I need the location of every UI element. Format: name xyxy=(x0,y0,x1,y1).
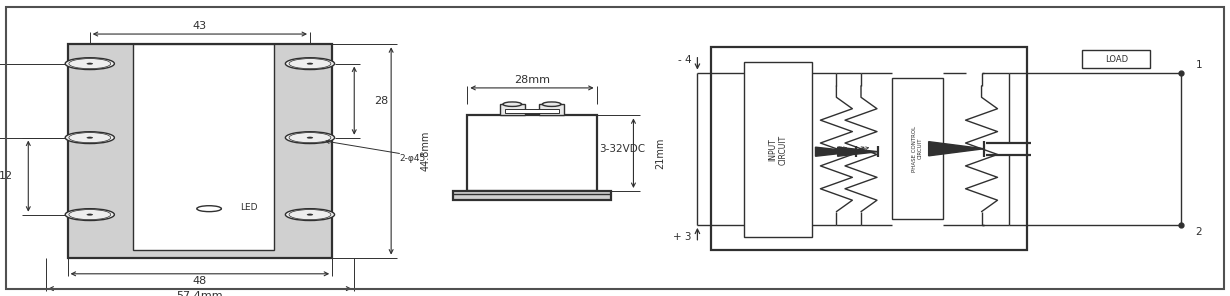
Circle shape xyxy=(285,58,335,70)
Text: 48: 48 xyxy=(193,276,207,286)
Text: 43: 43 xyxy=(193,21,207,31)
Text: 1: 1 xyxy=(1196,60,1202,70)
Text: 21mm: 21mm xyxy=(656,138,665,169)
Text: 3-32VDC: 3-32VDC xyxy=(599,144,646,154)
Text: 12: 12 xyxy=(0,171,14,181)
Circle shape xyxy=(285,209,335,221)
Text: + 3: + 3 xyxy=(673,232,691,242)
FancyBboxPatch shape xyxy=(133,44,274,250)
Circle shape xyxy=(503,102,522,107)
Circle shape xyxy=(542,102,561,107)
Text: 28mm: 28mm xyxy=(514,75,550,85)
Text: - 4: - 4 xyxy=(678,55,691,65)
Circle shape xyxy=(87,214,92,215)
Polygon shape xyxy=(929,142,984,156)
Circle shape xyxy=(285,132,335,144)
Circle shape xyxy=(65,58,114,70)
FancyBboxPatch shape xyxy=(539,104,563,115)
FancyBboxPatch shape xyxy=(68,44,332,258)
Text: 28: 28 xyxy=(374,96,389,106)
Circle shape xyxy=(308,63,312,64)
Text: 2: 2 xyxy=(1196,227,1202,237)
FancyBboxPatch shape xyxy=(744,62,812,237)
Circle shape xyxy=(308,214,312,215)
FancyBboxPatch shape xyxy=(1082,50,1150,68)
FancyBboxPatch shape xyxy=(467,115,597,191)
FancyBboxPatch shape xyxy=(711,47,1027,250)
FancyBboxPatch shape xyxy=(504,109,558,113)
Text: INPUT
CIRCUIT: INPUT CIRCUIT xyxy=(769,134,787,165)
Circle shape xyxy=(65,209,114,221)
Polygon shape xyxy=(838,147,878,156)
Circle shape xyxy=(87,63,92,64)
Circle shape xyxy=(308,137,312,138)
FancyBboxPatch shape xyxy=(892,78,943,219)
FancyBboxPatch shape xyxy=(499,104,525,115)
Text: 2-φ45: 2-φ45 xyxy=(400,154,426,163)
Text: 44.8mm: 44.8mm xyxy=(421,131,430,171)
FancyBboxPatch shape xyxy=(453,191,611,200)
Text: LOAD: LOAD xyxy=(1105,55,1128,64)
Circle shape xyxy=(87,137,92,138)
Polygon shape xyxy=(815,147,856,156)
Text: LED: LED xyxy=(240,203,257,212)
Text: PHASE CONTROL
CIRCUIT: PHASE CONTROL CIRCUIT xyxy=(913,126,922,172)
Circle shape xyxy=(197,206,221,212)
Text: 57.4mm: 57.4mm xyxy=(177,291,223,296)
Circle shape xyxy=(65,132,114,144)
